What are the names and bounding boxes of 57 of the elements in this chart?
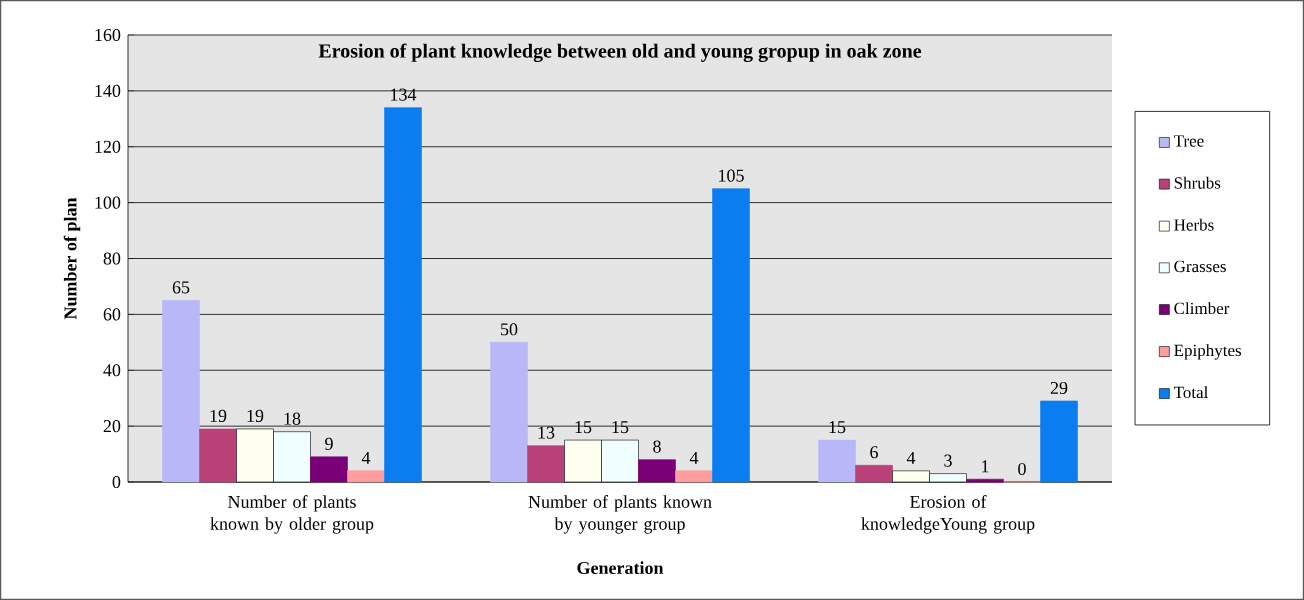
bar [638, 459, 676, 483]
legend-label: Climber [1174, 302, 1230, 315]
y-tick-label: 100 [95, 196, 121, 209]
data-label: 29 [1050, 381, 1068, 395]
data-label: 15 [829, 421, 846, 434]
bar [310, 456, 348, 483]
data-label: 18 [284, 412, 301, 425]
x-tick-label: Number of plants known by younger group [528, 495, 712, 534]
bar [855, 464, 893, 483]
bar [1040, 400, 1078, 483]
data-label: 15 [612, 421, 629, 434]
data-label: 9 [325, 437, 333, 450]
data-label: 50 [501, 323, 518, 336]
data-label: 15 [575, 421, 592, 434]
bar [818, 439, 856, 483]
chart-title: Erosion of plant knowledge between old and young gropup in oak zone [318, 43, 922, 62]
y-tick-label: 140 [95, 84, 121, 97]
y-tick-label: 20 [103, 420, 121, 433]
legend-label: Total [1173, 386, 1209, 399]
bar [199, 428, 237, 483]
y-tick-label: 120 [95, 140, 121, 153]
legend-label: Herbs [1174, 218, 1214, 231]
y-tick-label: 0 [112, 475, 121, 489]
x-tick-label: Number of plants known by older group [210, 495, 374, 534]
bar [712, 188, 750, 483]
bar [162, 300, 200, 483]
y-tick-label: 160 [95, 28, 121, 42]
bar [675, 470, 713, 483]
x-axis-title: Generation [577, 561, 664, 575]
data-label: 3 [944, 454, 952, 467]
data-label: 6 [870, 446, 878, 459]
data-label: 4 [361, 452, 371, 464]
data-label: 8 [653, 440, 661, 453]
data-label: 105 [719, 169, 744, 182]
bar [527, 445, 565, 483]
legend-label: Grasses [1174, 260, 1226, 273]
data-label: 19 [210, 409, 227, 422]
data-label: 4 [689, 452, 699, 464]
legend-label: Tree [1173, 135, 1204, 147]
data-label: 65 [172, 281, 190, 294]
data-label: 1 [982, 460, 989, 473]
bar [347, 470, 385, 483]
bar [490, 342, 528, 483]
data-label: 13 [538, 426, 555, 439]
x-tick-label: Erosion of knowledgeYoung group [861, 495, 1035, 534]
y-tick-label: 40 [103, 364, 121, 377]
data-label: 19 [247, 409, 264, 422]
bar [384, 107, 422, 483]
data-label: 134 [391, 88, 417, 101]
data-label: 0 [1018, 462, 1026, 476]
legend-label: Shrubs [1174, 176, 1221, 189]
legend-label: Epiphytes [1174, 344, 1242, 360]
y-tick-label: 60 [103, 308, 121, 321]
bar [966, 478, 1004, 483]
y-axis-title: Number of plan [63, 197, 81, 320]
data-label: 4 [906, 452, 916, 464]
y-tick-label: 80 [103, 252, 121, 265]
